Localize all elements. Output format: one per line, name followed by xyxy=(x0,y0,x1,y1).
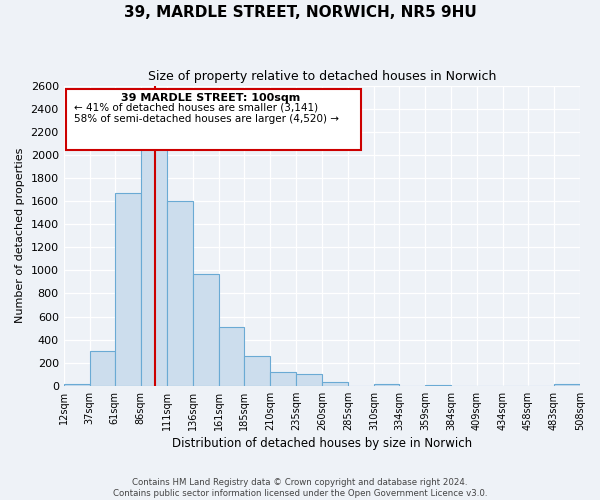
Bar xyxy=(219,328,244,386)
Bar xyxy=(193,274,219,386)
Bar xyxy=(89,351,115,386)
FancyBboxPatch shape xyxy=(66,88,361,150)
Bar xyxy=(167,201,193,386)
Text: Contains HM Land Registry data © Crown copyright and database right 2024.
Contai: Contains HM Land Registry data © Crown c… xyxy=(113,478,487,498)
Title: Size of property relative to detached houses in Norwich: Size of property relative to detached ho… xyxy=(148,70,496,83)
Bar xyxy=(115,193,141,386)
Text: 58% of semi-detached houses are larger (4,520) →: 58% of semi-detached houses are larger (… xyxy=(74,114,339,124)
Text: 39 MARDLE STREET: 100sqm: 39 MARDLE STREET: 100sqm xyxy=(121,93,301,103)
Bar xyxy=(141,138,167,386)
Bar xyxy=(64,384,89,386)
Bar xyxy=(296,374,322,386)
Bar xyxy=(322,382,348,386)
Bar xyxy=(554,384,580,386)
Y-axis label: Number of detached properties: Number of detached properties xyxy=(15,148,25,324)
Bar xyxy=(244,356,270,386)
Bar xyxy=(374,384,399,386)
Text: 39, MARDLE STREET, NORWICH, NR5 9HU: 39, MARDLE STREET, NORWICH, NR5 9HU xyxy=(124,5,476,20)
Bar xyxy=(425,385,451,386)
Text: ← 41% of detached houses are smaller (3,141): ← 41% of detached houses are smaller (3,… xyxy=(74,102,318,112)
Bar xyxy=(270,372,296,386)
X-axis label: Distribution of detached houses by size in Norwich: Distribution of detached houses by size … xyxy=(172,437,472,450)
